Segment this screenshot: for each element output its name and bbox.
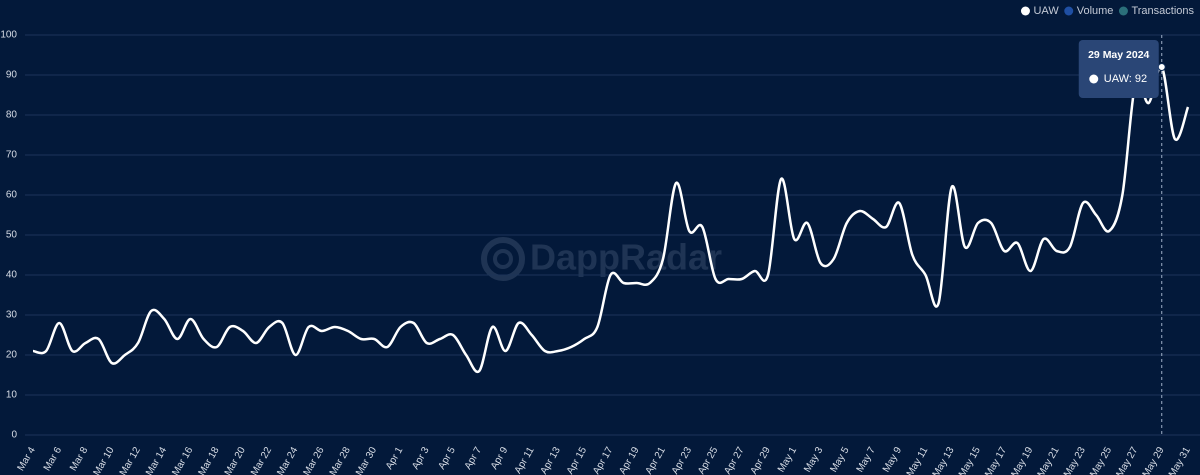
tooltip-title: 29 May 2024 bbox=[1088, 49, 1149, 61]
y-tick-label: 40 bbox=[6, 270, 18, 281]
legend-marker bbox=[1118, 6, 1128, 16]
legend-label: Volume bbox=[1077, 5, 1114, 17]
legend-marker bbox=[1064, 6, 1074, 16]
legend-label: Transactions bbox=[1131, 5, 1194, 17]
tooltip-label: UAW: 92 bbox=[1104, 73, 1147, 85]
tooltip bbox=[1078, 40, 1159, 98]
y-tick-label: 100 bbox=[0, 30, 17, 41]
y-tick-label: 0 bbox=[11, 430, 17, 441]
y-tick-label: 70 bbox=[6, 150, 18, 161]
y-tick-label: 20 bbox=[6, 350, 18, 361]
watermark-logo bbox=[481, 237, 525, 281]
tooltip-dot bbox=[1089, 74, 1099, 84]
hover-point bbox=[1157, 63, 1166, 71]
y-tick-label: 10 bbox=[6, 390, 18, 401]
legend-marker bbox=[1020, 6, 1030, 16]
y-tick-label: 50 bbox=[6, 230, 18, 241]
legend-label: UAW bbox=[1033, 5, 1059, 17]
watermark: DappRadar bbox=[530, 237, 722, 278]
y-tick-label: 30 bbox=[6, 310, 18, 321]
y-tick-label: 60 bbox=[6, 190, 18, 201]
y-tick-label: 90 bbox=[6, 70, 18, 81]
y-tick-label: 80 bbox=[6, 110, 18, 121]
line bbox=[32, 65, 1190, 374]
